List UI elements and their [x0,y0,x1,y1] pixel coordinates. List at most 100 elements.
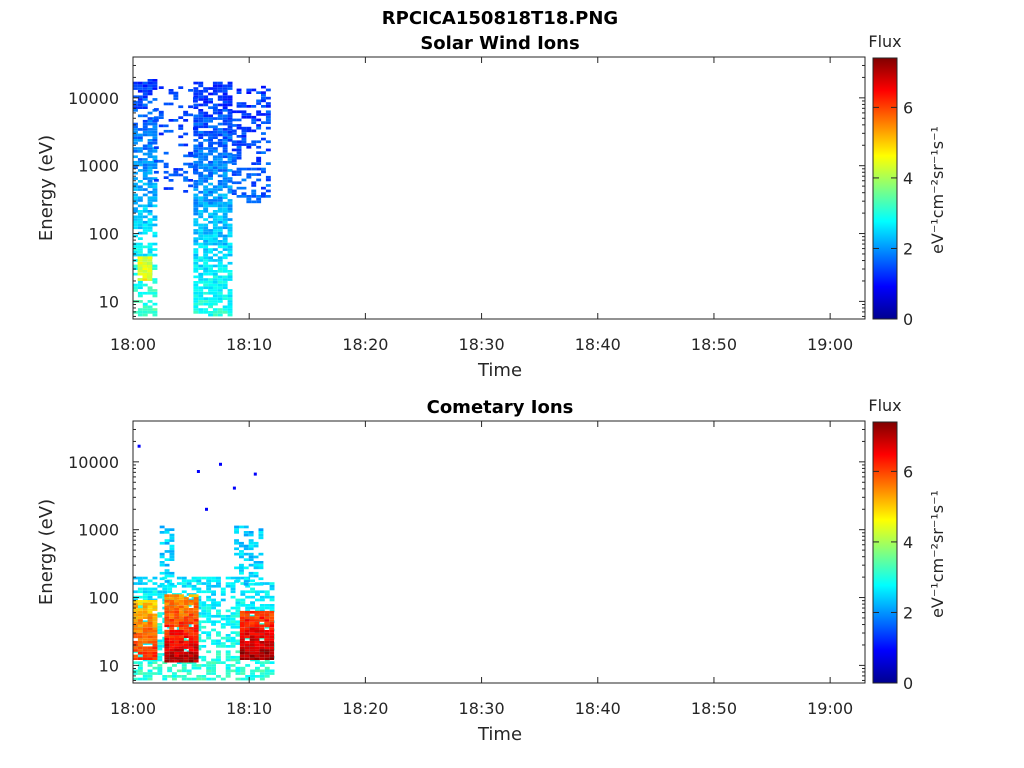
heatmap-cell [222,248,228,251]
heatmap-cell [208,215,213,219]
heatmap-cell [183,143,189,147]
heatmap-cell [259,616,265,619]
heatmap-cell [196,595,202,599]
heatmap-cell [188,627,194,630]
heatmap-cell [193,201,199,205]
heatmap-cell [203,210,209,213]
heatmap-cell [133,188,138,191]
heatmap-cell [196,655,202,659]
heatmap-cell [157,628,163,632]
heatmap-cell [249,638,255,641]
heatmap-cell [203,253,209,257]
heatmap-cell [258,533,264,537]
heatmap-cell [241,178,247,182]
heatmap-cell [243,566,249,570]
heatmap-cell [227,84,233,88]
heatmap-cell [264,643,270,647]
heatmap-cell [234,566,239,570]
heatmap-cell [174,602,179,606]
heatmap-cell [227,152,233,156]
heatmap-cell [222,215,228,219]
heatmap-cell [174,632,179,636]
heatmap-cell [230,642,236,645]
heatmap-cell [142,677,148,681]
heatmap-cell [236,124,242,127]
heatmap-cell [152,87,158,90]
heatmap-cell [137,180,143,183]
heatmap-cell [234,531,239,534]
heatmap-cell [188,646,194,649]
heatmap-cell [206,664,212,667]
heatmap-cell [179,657,184,660]
heatmap-cell [269,584,275,588]
heatmap-cell [261,105,266,108]
heatmap-cell [225,672,231,675]
heatmap-cell [222,240,228,243]
heatmap-cell [168,102,174,106]
heatmap-cell [147,223,153,227]
heatmap-cell [251,140,257,144]
heatmap-cell [251,105,257,108]
heatmap-cell [230,590,236,594]
heatmap-cell [152,645,158,648]
heatmap-cell [222,275,228,279]
heatmap-cell [225,609,231,613]
heatmap-cell [137,621,143,625]
heatmap-cell [222,117,228,120]
heatmap-cell [142,125,148,129]
heatmap-cell [133,630,138,633]
heatmap-cell [227,204,233,208]
heatmap-cell [147,128,153,131]
heatmap-cell [212,133,218,137]
heatmap-cell [133,245,138,249]
heatmap-cell [147,261,153,265]
heatmap-cell [264,645,270,648]
heatmap-cell [147,289,153,292]
heatmap-cell [163,102,169,106]
heatmap-cell [217,294,223,298]
heatmap-cell [137,313,143,317]
heatmap-cell [248,541,254,545]
heatmap-cell [137,645,143,648]
heatmap-cell [264,649,270,652]
heatmap-cell [147,196,153,200]
heatmap-cell [206,590,212,594]
heatmap-cell [217,122,223,126]
heatmap-cell [152,654,158,658]
heatmap-cell [217,169,223,172]
heatmap-cell [198,215,204,219]
heatmap-cell [133,646,138,650]
heatmap-cell [249,630,255,633]
heatmap-cell [206,579,212,583]
heatmap-cell [227,272,233,276]
heatmap-cell [193,196,199,200]
heatmap-cell [227,308,233,311]
heatmap-cell [216,661,221,664]
heatmap-cell [183,190,189,193]
heatmap-cell [133,621,138,625]
heatmap-cell [203,98,209,101]
heatmap-cell [250,669,255,673]
heatmap-cell [193,632,199,636]
heatmap-cell [208,174,213,178]
heatmap-cell [193,275,199,279]
heatmap-cell [208,150,213,153]
heatmap-cell [239,643,245,647]
heatmap-cell [152,302,158,306]
heatmap-cell [208,100,213,104]
heatmap-cell [269,649,275,652]
heatmap-cell [198,212,204,216]
heatmap-cell [183,621,189,625]
heatmap-cell [227,128,233,131]
heatmap-cell [142,84,148,88]
heatmap-cell [188,613,194,617]
heatmap-cell [227,169,233,172]
heatmap-cell [193,152,199,156]
heatmap-cell [168,129,174,133]
heatmap-cell [164,594,170,597]
heatmap-cell [137,256,143,260]
heatmap-cell [217,289,223,292]
heatmap-cell [183,610,189,614]
heatmap-cell [230,587,236,591]
heatmap-cell [251,121,257,124]
